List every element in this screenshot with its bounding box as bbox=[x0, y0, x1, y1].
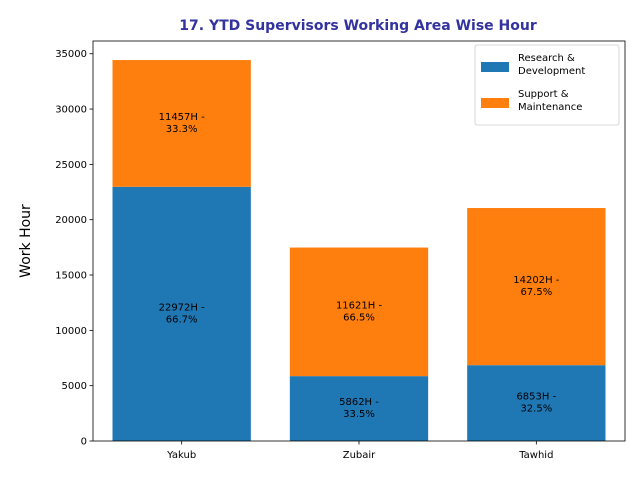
y-axis: 0 5000 10000 15000 20000 25000 30000 35000 bbox=[55, 49, 93, 448]
y-tick-label: 25000 bbox=[55, 160, 87, 171]
bar-label-s0-yakub: 22972H -66.7% bbox=[159, 302, 206, 325]
y-tick-label: 15000 bbox=[55, 271, 87, 282]
bar-label-s0-tawhid: 6853H -32.5% bbox=[516, 392, 556, 415]
y-tick-label: 0 bbox=[81, 437, 87, 448]
legend-swatch-0 bbox=[481, 62, 509, 72]
bar-label-s0-zubair: 5862H -33.5% bbox=[339, 397, 379, 420]
bar-labels-layer: 22972H -66.7% 5862H -33.5% 6853H -32.5% 114… bbox=[159, 112, 560, 420]
y-tick-label: 30000 bbox=[55, 105, 87, 116]
bar-s0-zubair bbox=[289, 376, 429, 441]
y-tick-label: 10000 bbox=[55, 326, 87, 337]
bar-s0-yakub bbox=[112, 186, 251, 441]
legend-box bbox=[474, 44, 620, 126]
bar-label-s1-zubair: 11621H -66.5% bbox=[336, 300, 383, 323]
x-tick-label-yakub: Yakub bbox=[166, 450, 196, 461]
legend-label-1: Support & Maintenance bbox=[518, 89, 582, 113]
legend-swatch-1 bbox=[481, 98, 509, 108]
legend-label-0: Research & Development bbox=[518, 53, 585, 77]
x-axis: Yakub Zubair Tawhid bbox=[166, 441, 553, 461]
plot-frame bbox=[92, 40, 626, 442]
bar-label-s1-yakub: 11457H -33.3% bbox=[159, 112, 206, 135]
y-tick-label: 20000 bbox=[55, 215, 87, 226]
x-tick-label-zubair: Zubair bbox=[343, 450, 376, 461]
y-axis-label: Work Hour bbox=[18, 204, 34, 278]
bar-s1-yakub bbox=[112, 60, 251, 187]
bar-s1-tawhid bbox=[467, 208, 606, 366]
y-tick-label: 35000 bbox=[55, 49, 87, 60]
y-tick-label: 5000 bbox=[62, 381, 87, 392]
bar-s1-zubair bbox=[289, 247, 429, 377]
x-tick-label-tawhid: Tawhid bbox=[518, 450, 553, 461]
bar-label-s1-tawhid: 14202H -67.5% bbox=[513, 275, 560, 298]
bar-s0-tawhid bbox=[467, 365, 606, 441]
bars-layer bbox=[112, 60, 606, 441]
legend: Research & Development Support & Maintenanc… bbox=[474, 44, 620, 126]
chart-title: 17. YTD Supervisors Working Area Wise Ho… bbox=[179, 18, 537, 34]
